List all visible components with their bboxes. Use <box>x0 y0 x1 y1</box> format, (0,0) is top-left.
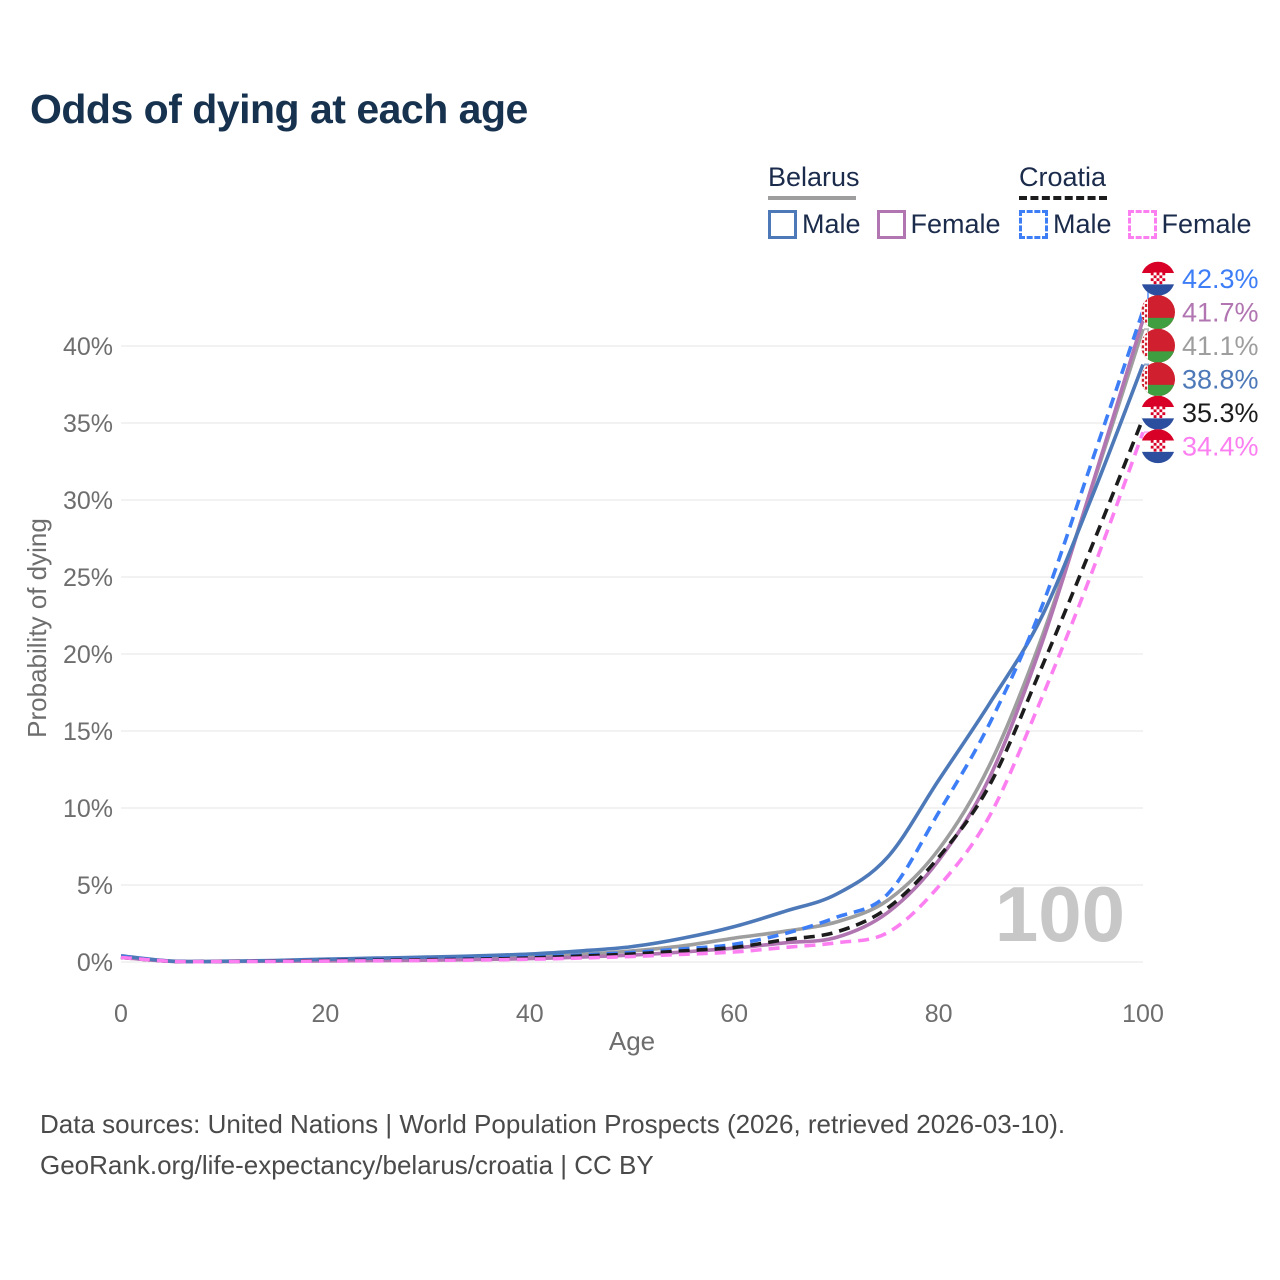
x-tick-label: 40 <box>516 1000 544 1028</box>
legend-items-belarus: Male Female <box>768 209 1001 240</box>
legend-item-belarus-male[interactable]: Male <box>768 209 861 240</box>
x-tick-label: 0 <box>114 1000 128 1028</box>
y-tick-label: 35% <box>63 410 113 438</box>
y-tick-label: 10% <box>63 795 113 823</box>
y-tick-label: 5% <box>77 872 113 900</box>
legend-item-belarus-female[interactable]: Female <box>876 209 1001 240</box>
series-line-belarus-both-sexes[interactable] <box>120 328 1145 964</box>
legend-item-croatia-male[interactable]: Male <box>1019 209 1112 240</box>
legend-country-label-belarus[interactable]: Belarus <box>768 162 860 192</box>
y-tick-label: 15% <box>63 718 113 746</box>
data-sources-text: Data sources: United Nations | World Pop… <box>40 1109 1066 1139</box>
end-label-croatia-male: 42.3% <box>1182 264 1259 294</box>
end-label-croatia-both-sexes: 35.3% <box>1182 398 1259 428</box>
end-label-croatia-female: 34.4% <box>1182 432 1259 462</box>
x-tick-label: 100 <box>1122 1000 1164 1028</box>
series-line-belarus-male[interactable] <box>120 363 1145 964</box>
belarus-flag-icon <box>1141 362 1175 397</box>
belarus-flag-icon <box>1141 328 1175 363</box>
croatia-male-swatch-icon <box>1019 210 1048 239</box>
y-axis-title: Probability of dying <box>22 518 52 738</box>
legend-item-label: Female <box>1161 209 1252 239</box>
series-line-belarus-female[interactable] <box>120 319 1145 964</box>
x-tick-label: 80 <box>925 1000 953 1028</box>
legend-item-label: Female <box>910 209 1001 239</box>
legend-items-croatia: Male Female <box>1019 209 1252 240</box>
belarus-flag-icon <box>1141 295 1175 330</box>
belarus-line-style-swatch <box>768 196 856 200</box>
croatia-flag-icon <box>1141 395 1175 430</box>
x-tick-label: 20 <box>311 1000 339 1028</box>
croatia-line-style-swatch <box>1019 196 1107 200</box>
end-label-belarus-female: 41.7% <box>1182 298 1259 328</box>
end-label-belarus-male: 38.8% <box>1182 365 1259 395</box>
y-tick-label: 0% <box>77 949 113 977</box>
y-tick-label: 30% <box>63 487 113 515</box>
y-tick-label: 40% <box>63 333 113 361</box>
x-tick-label: 60 <box>720 1000 748 1028</box>
series-line-croatia-female[interactable] <box>120 431 1145 964</box>
end-label-belarus-both-sexes: 41.1% <box>1182 331 1259 361</box>
belarus-female-swatch-icon <box>876 210 906 239</box>
x-axis-title: Age <box>609 1026 655 1056</box>
y-tick-label: 20% <box>63 641 113 669</box>
belarus-male-swatch-icon <box>768 210 797 239</box>
attribution-text: GeoRank.org/life-expectancy/belarus/croa… <box>40 1150 654 1180</box>
croatia-flag-icon <box>1141 429 1175 464</box>
legend-item-croatia-female[interactable]: Female <box>1127 209 1252 240</box>
legend-item-label: Male <box>1053 209 1112 239</box>
croatia-flag-icon <box>1141 261 1175 296</box>
legend-item-label: Male <box>802 209 861 239</box>
y-tick-label: 25% <box>63 564 113 592</box>
series-line-croatia-male[interactable] <box>120 310 1145 964</box>
croatia-female-swatch-icon <box>1127 210 1157 239</box>
legend-country-label-croatia[interactable]: Croatia <box>1019 162 1107 192</box>
age-watermark: 100 <box>995 870 1125 958</box>
footer: Data sources: United Nations | World Pop… <box>40 1104 1065 1186</box>
chart-title: Odds of dying at each age <box>30 86 528 132</box>
legend-group-belarus: Belarus Male Female <box>768 162 1001 240</box>
legend-group-croatia: Croatia Male Female <box>1019 162 1252 240</box>
